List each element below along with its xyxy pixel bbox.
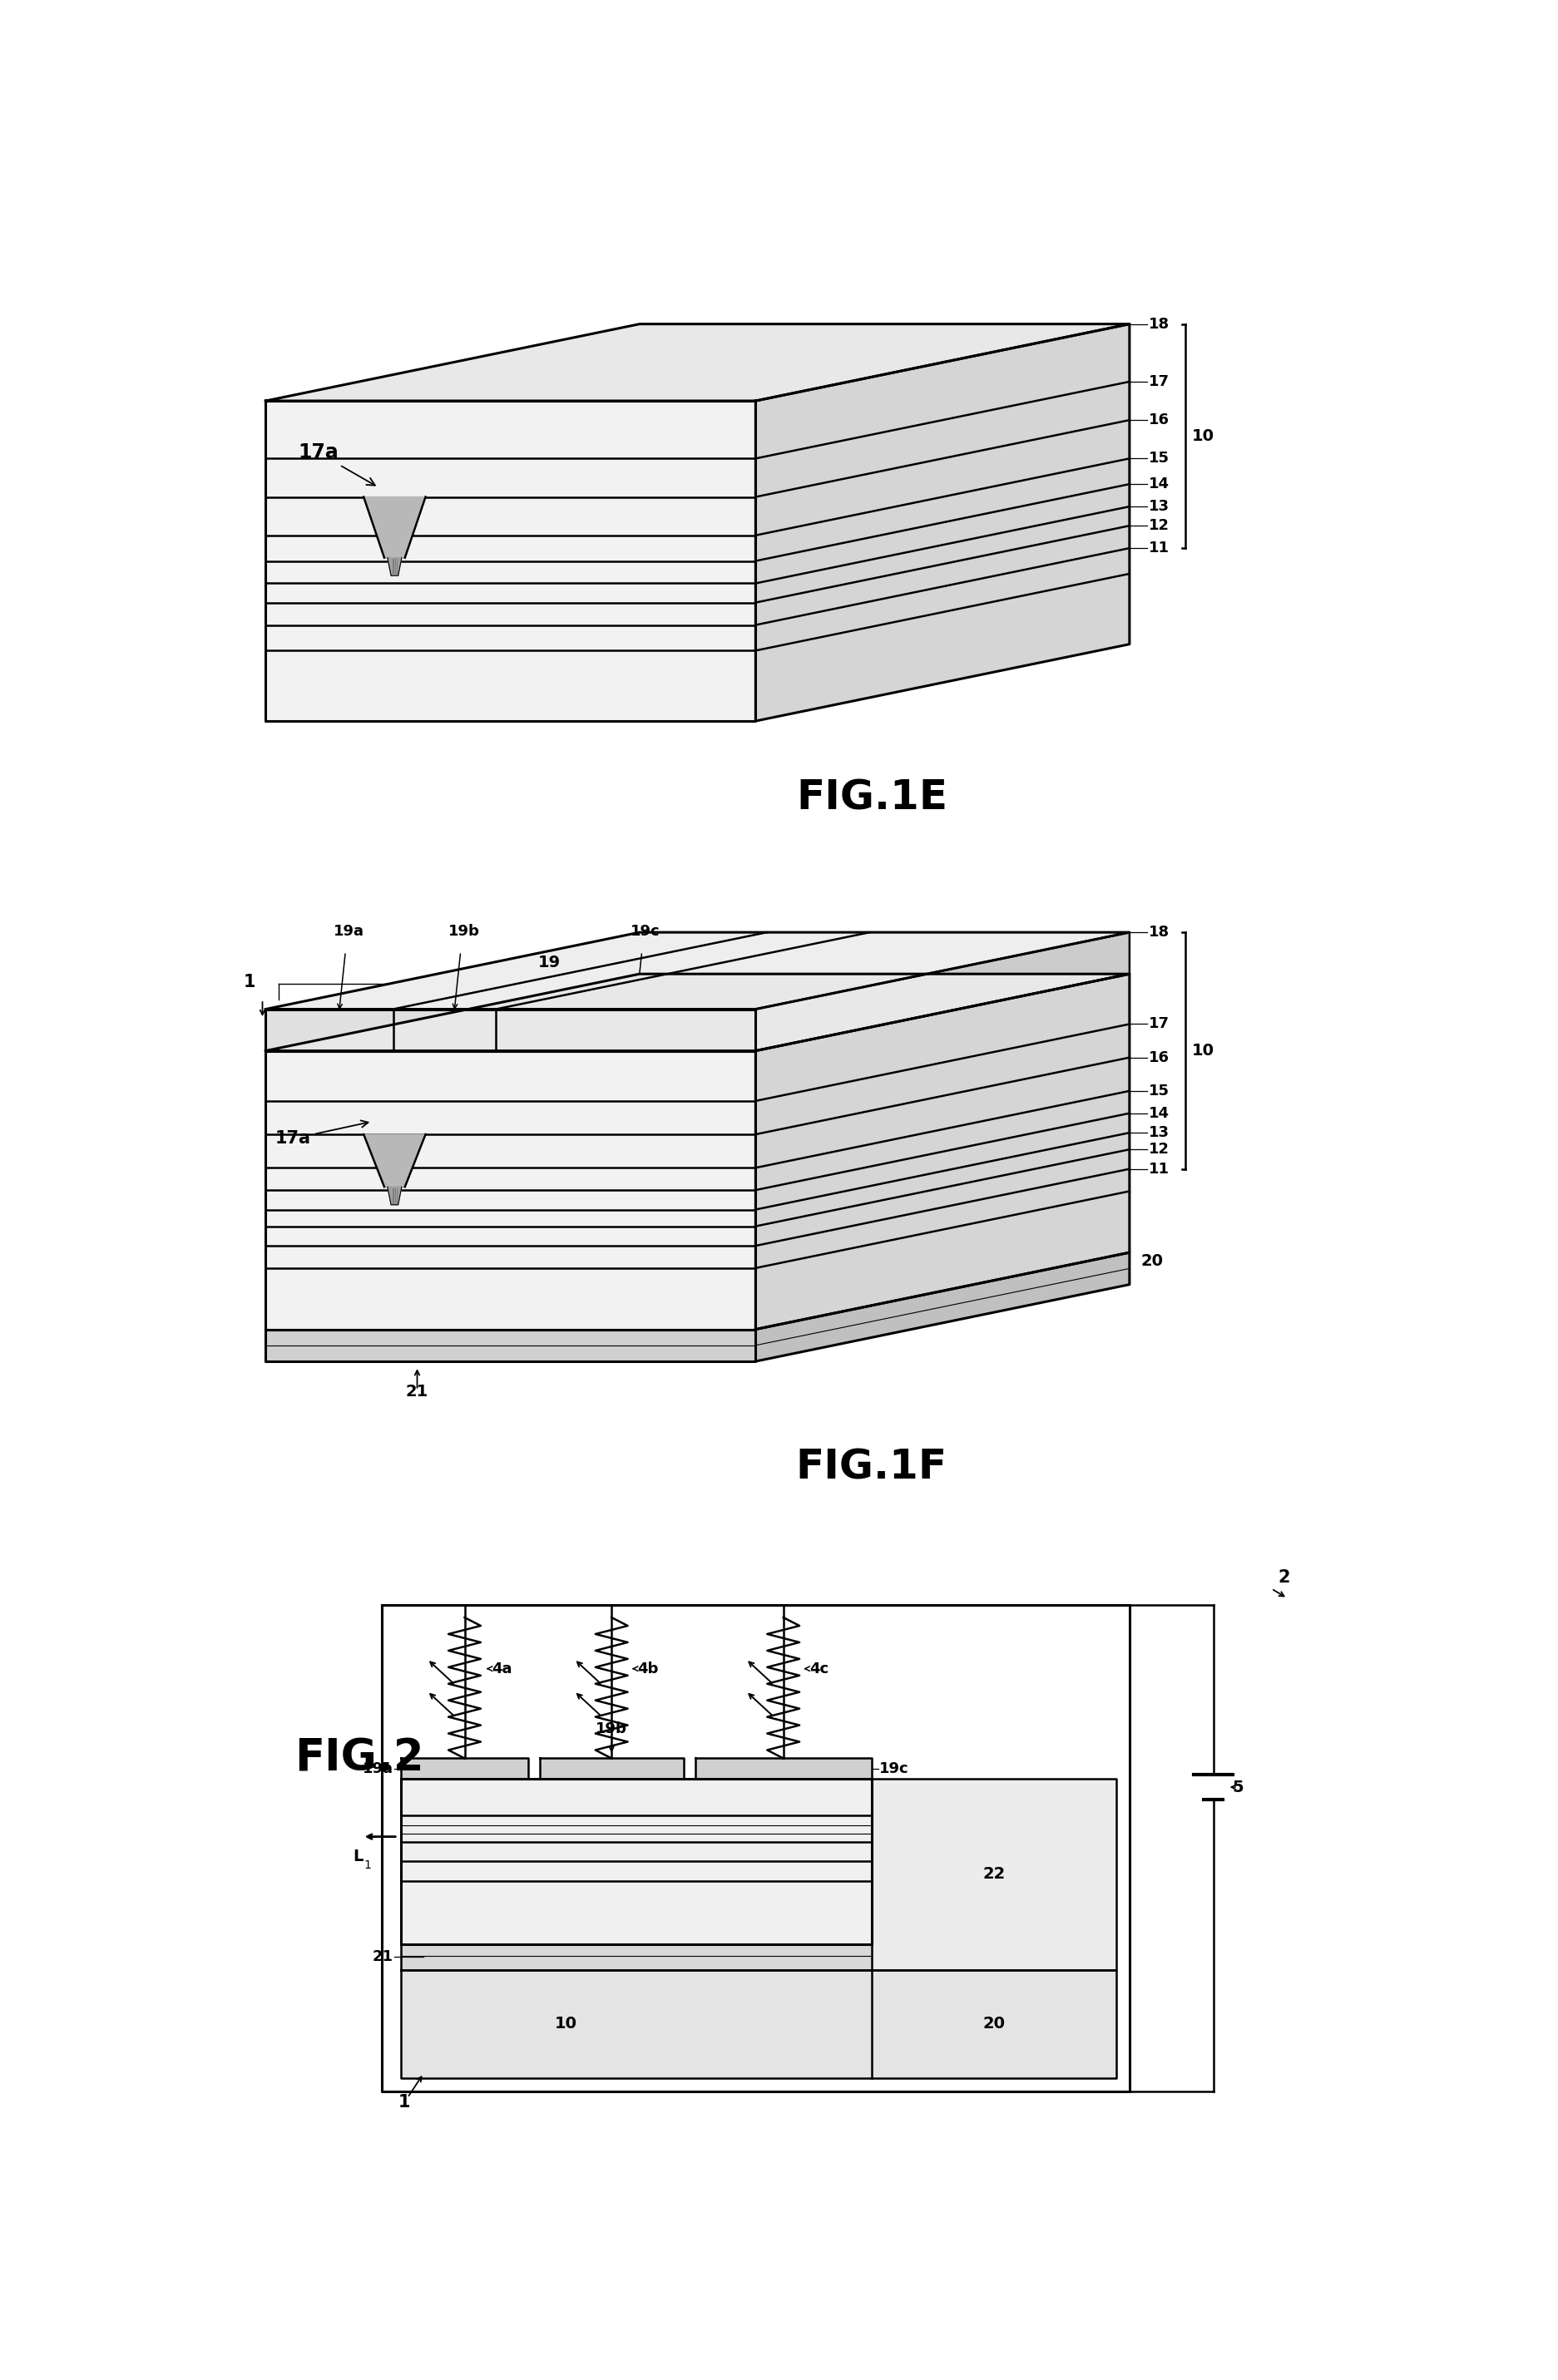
Text: 11: 11 xyxy=(1148,540,1170,555)
Text: 4b: 4b xyxy=(637,1661,659,1676)
Text: 2: 2 xyxy=(1278,1568,1290,1585)
Polygon shape xyxy=(400,1778,871,1944)
Text: 11: 11 xyxy=(1148,1161,1170,1176)
Text: FIG.1E: FIG.1E xyxy=(796,778,947,819)
Text: 13: 13 xyxy=(1148,1126,1170,1140)
Polygon shape xyxy=(756,1252,1130,1361)
Text: 19b: 19b xyxy=(449,923,480,938)
Text: 20: 20 xyxy=(1140,1252,1164,1269)
Polygon shape xyxy=(388,1188,402,1204)
Text: 19a: 19a xyxy=(363,1761,393,1775)
Text: 10: 10 xyxy=(555,2016,576,2033)
Text: 12: 12 xyxy=(1148,519,1170,533)
Polygon shape xyxy=(400,1971,1117,2078)
Text: 17a: 17a xyxy=(298,443,375,486)
Text: 10: 10 xyxy=(1192,428,1215,445)
Text: 21: 21 xyxy=(405,1385,428,1399)
Text: 16: 16 xyxy=(1148,412,1170,428)
Text: 15: 15 xyxy=(1148,450,1170,466)
Text: 14: 14 xyxy=(1148,1107,1170,1121)
Text: 19: 19 xyxy=(538,954,561,971)
Polygon shape xyxy=(266,1052,756,1330)
Polygon shape xyxy=(266,400,756,721)
Text: 13: 13 xyxy=(1148,500,1170,514)
Polygon shape xyxy=(400,1944,871,1971)
Polygon shape xyxy=(363,1135,425,1188)
Polygon shape xyxy=(266,933,1130,1009)
Text: L: L xyxy=(352,1849,363,1864)
Polygon shape xyxy=(539,1759,684,1778)
Polygon shape xyxy=(266,1330,756,1361)
Text: 10: 10 xyxy=(1192,1042,1215,1059)
Text: 1: 1 xyxy=(397,2094,410,2111)
Polygon shape xyxy=(756,324,1130,721)
Text: 4a: 4a xyxy=(492,1661,513,1676)
Text: 1: 1 xyxy=(363,1859,371,1871)
Text: 1: 1 xyxy=(243,973,256,990)
Text: 4c: 4c xyxy=(809,1661,829,1676)
Text: 22: 22 xyxy=(983,1866,1005,1883)
Polygon shape xyxy=(756,973,1130,1330)
Text: 16: 16 xyxy=(1148,1050,1170,1064)
Text: 17: 17 xyxy=(1148,1016,1170,1031)
Text: 12: 12 xyxy=(1148,1142,1170,1157)
Polygon shape xyxy=(871,1778,1117,1971)
Polygon shape xyxy=(400,1759,528,1778)
Text: 5: 5 xyxy=(1232,1780,1243,1795)
Polygon shape xyxy=(695,1759,871,1778)
Text: 19b: 19b xyxy=(595,1721,628,1735)
Text: FIG.2: FIG.2 xyxy=(294,1737,424,1780)
Text: 19c: 19c xyxy=(631,923,661,938)
Text: 19a: 19a xyxy=(333,923,365,938)
Text: 17: 17 xyxy=(1148,374,1170,390)
Polygon shape xyxy=(388,557,402,576)
Text: 18: 18 xyxy=(1148,926,1170,940)
Text: 20: 20 xyxy=(983,2016,1005,2033)
Text: 21: 21 xyxy=(372,1949,393,1964)
Text: 18: 18 xyxy=(1148,317,1170,331)
Text: 15: 15 xyxy=(1148,1083,1170,1100)
Text: 17a: 17a xyxy=(276,1121,368,1147)
Polygon shape xyxy=(266,1009,756,1052)
Text: 14: 14 xyxy=(1148,476,1170,493)
Polygon shape xyxy=(363,497,425,557)
Text: 19c: 19c xyxy=(879,1761,908,1775)
Polygon shape xyxy=(266,324,1130,400)
Text: FIG.1F: FIG.1F xyxy=(796,1447,947,1488)
Polygon shape xyxy=(266,973,1130,1052)
Polygon shape xyxy=(756,933,1130,1052)
